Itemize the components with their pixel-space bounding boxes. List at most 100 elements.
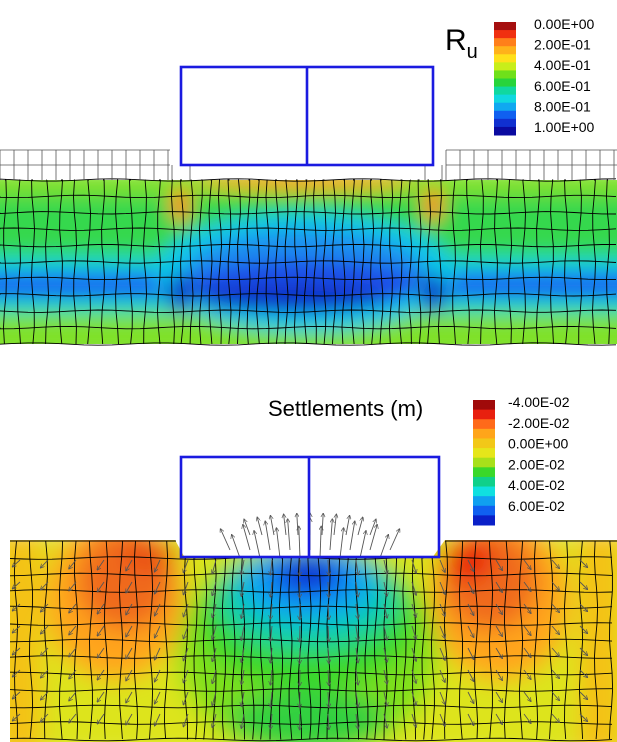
displacement-arrow bbox=[297, 513, 298, 536]
displacement-arrow bbox=[265, 521, 271, 551]
mesh-line bbox=[431, 557, 436, 740]
displacement-arrow bbox=[254, 531, 261, 559]
displacement-arrow bbox=[439, 669, 445, 682]
displacement-arrow bbox=[579, 647, 588, 656]
mesh-line bbox=[307, 557, 312, 740]
displacement-arrow bbox=[345, 515, 350, 536]
displacement-arrow bbox=[328, 603, 329, 620]
displacement-arrow bbox=[328, 713, 329, 730]
settlement-legend-swatch bbox=[473, 438, 495, 449]
ru-legend-label: 4.00E-01 bbox=[534, 57, 591, 73]
displacement-arrow bbox=[523, 669, 531, 680]
displacement-arrow bbox=[41, 713, 49, 722]
mesh-line bbox=[0, 211, 617, 215]
displacement-arrow bbox=[41, 559, 49, 568]
mesh-line bbox=[303, 179, 308, 345]
mesh-line bbox=[466, 179, 470, 345]
displacement-arrow bbox=[183, 669, 189, 683]
mesh-line bbox=[398, 179, 403, 345]
displacement-arrow bbox=[69, 625, 77, 635]
displacement-arrow bbox=[41, 669, 49, 678]
displacement-arrow bbox=[523, 559, 531, 570]
displacement-arrow bbox=[183, 691, 189, 705]
displacement-arrow bbox=[241, 669, 245, 685]
displacement-arrow bbox=[439, 559, 445, 572]
structure-outline-bottom bbox=[179, 455, 441, 559]
displacement-arrow bbox=[212, 625, 217, 640]
displacement-arrow bbox=[579, 559, 588, 568]
displacement-arrow bbox=[467, 691, 474, 704]
displacement-arrow bbox=[270, 713, 272, 729]
displacement-arrow bbox=[126, 713, 133, 725]
mesh-line bbox=[0, 194, 617, 199]
displacement-arrow bbox=[41, 691, 49, 700]
displacement-arrow bbox=[97, 647, 105, 658]
mesh-line bbox=[9, 671, 613, 676]
displacement-arrow bbox=[333, 514, 336, 536]
settlement-legend-label: 0.00E+00 bbox=[508, 436, 569, 452]
mesh-line bbox=[227, 179, 232, 345]
displacement-arrow bbox=[369, 524, 377, 551]
mesh-line bbox=[3, 179, 7, 345]
displacement-arrow bbox=[241, 647, 245, 663]
displacement-arrow bbox=[467, 647, 474, 660]
displacement-arrow bbox=[97, 603, 105, 614]
displacement-arrow bbox=[349, 521, 355, 551]
mesh-line bbox=[183, 557, 189, 740]
ru-legend-swatch bbox=[494, 46, 516, 55]
mesh-line bbox=[360, 179, 365, 345]
displacement-arrow bbox=[270, 603, 272, 619]
displacement-arrow bbox=[495, 559, 502, 571]
mesh-line bbox=[408, 179, 412, 345]
mesh-line bbox=[379, 179, 384, 345]
displacement-arrow bbox=[383, 581, 387, 596]
ru-legend-swatch bbox=[494, 22, 516, 31]
mesh-line bbox=[322, 179, 327, 345]
displacement-arrow bbox=[212, 581, 217, 596]
mesh-line bbox=[332, 179, 336, 345]
mesh-line bbox=[522, 179, 526, 345]
displacement-arrow bbox=[97, 669, 105, 680]
mesh-line bbox=[256, 179, 260, 345]
displacement-arrow bbox=[383, 691, 387, 706]
displacement-arrow bbox=[12, 713, 21, 721]
mesh-line bbox=[157, 179, 161, 345]
displacement-arrow bbox=[357, 517, 363, 536]
displacement-arrow bbox=[270, 625, 272, 641]
displacement-arrow bbox=[359, 531, 366, 559]
mesh-line bbox=[536, 179, 540, 345]
ru-legend-swatch bbox=[494, 102, 516, 112]
displacement-arrow bbox=[579, 713, 588, 722]
mesh-line bbox=[370, 179, 374, 345]
settlement-legend-swatch bbox=[473, 515, 495, 526]
mesh-line bbox=[231, 557, 236, 740]
displacement-arrow bbox=[69, 647, 77, 657]
ru-legend-label: 8.00E-01 bbox=[534, 98, 591, 114]
mesh-line bbox=[171, 179, 175, 345]
displacement-arrow bbox=[551, 581, 559, 591]
displacement-arrow bbox=[41, 581, 49, 590]
displacement-arrow bbox=[439, 625, 445, 638]
displacement-arrow bbox=[183, 581, 189, 595]
displacement-arrow bbox=[12, 669, 21, 677]
displacement-arrow bbox=[69, 603, 77, 613]
mesh-line bbox=[29, 540, 34, 740]
mesh-line bbox=[518, 540, 524, 740]
displacement-arrow bbox=[339, 528, 344, 559]
displacement-arrow bbox=[12, 691, 21, 699]
mesh-line bbox=[608, 540, 614, 740]
displacement-arrow bbox=[579, 691, 588, 700]
mesh-line bbox=[0, 178, 617, 182]
displacement-arrow bbox=[155, 647, 161, 660]
settlement-legend-colorbar bbox=[473, 400, 495, 526]
displacement-arrow bbox=[551, 559, 559, 569]
displacement-arrow bbox=[411, 669, 416, 683]
displacement-arrow bbox=[212, 559, 217, 574]
displacement-arrow bbox=[356, 669, 358, 685]
displacement-arrow bbox=[241, 625, 245, 641]
displacement-arrow bbox=[579, 625, 588, 634]
displacement-arrow bbox=[155, 669, 161, 682]
displacement-arrow bbox=[155, 581, 161, 594]
displacement-arrow bbox=[97, 559, 105, 570]
mesh-line bbox=[103, 540, 109, 740]
